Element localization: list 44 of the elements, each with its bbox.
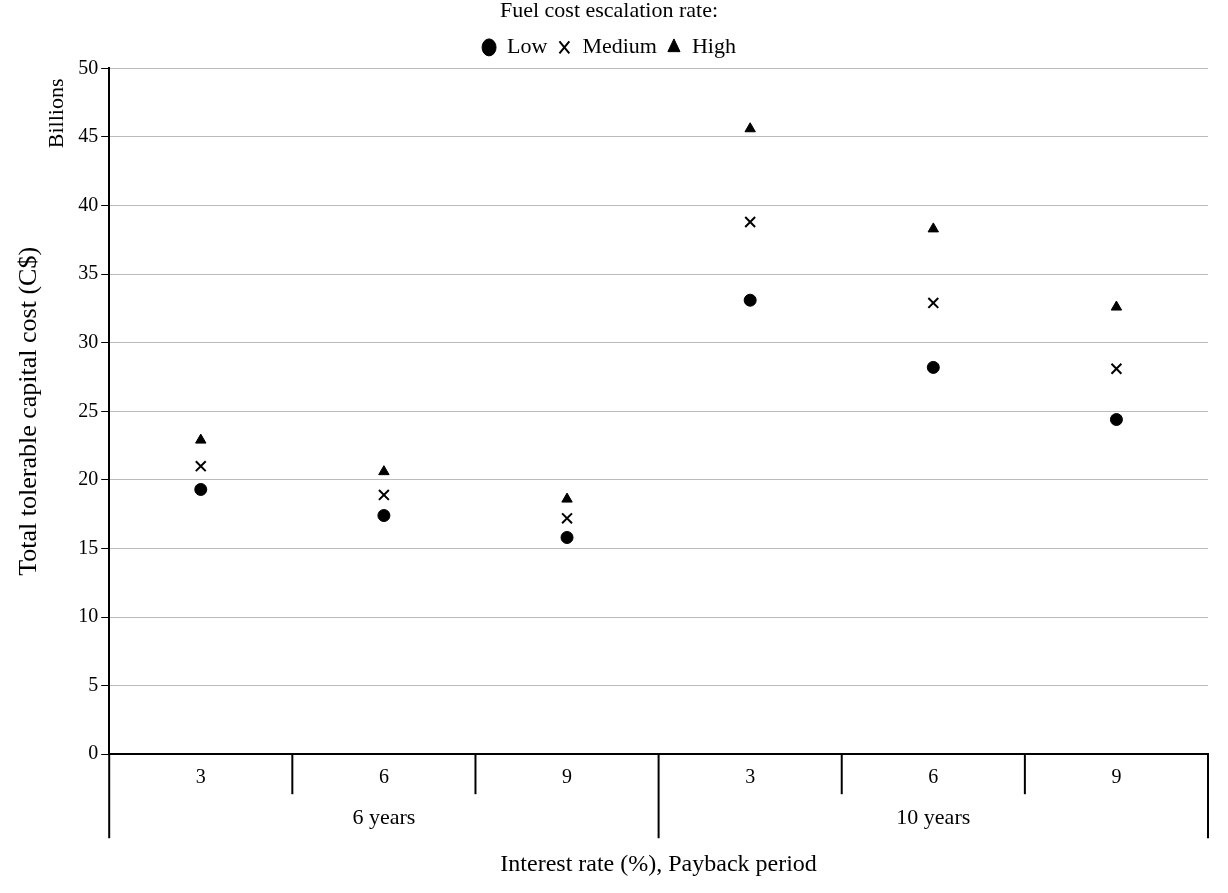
text: Billions: [42, 78, 68, 149]
legend-label: High: [691, 33, 736, 59]
point: [561, 512, 573, 525]
x-axis-title: Interest rate (%), Payback period: [500, 849, 817, 876]
y-tick-label: 15: [78, 535, 99, 558]
y-tick-label: 50: [78, 55, 99, 78]
legend-title: Fuel cost escalation rate:: [499, 0, 719, 22]
text: 10 years: [896, 803, 971, 829]
text: 6 years: [352, 803, 416, 829]
x-tick-label: 3: [195, 765, 206, 788]
point: [560, 530, 574, 544]
x-tick-label: 6: [928, 765, 939, 788]
y-axis-title: Total tolerable capital cost (C$): [13, 246, 43, 576]
point: [377, 509, 391, 523]
point: [194, 482, 208, 496]
y-tick-label: 35: [78, 261, 99, 284]
point: [926, 360, 940, 374]
y-tick-label: 25: [78, 398, 99, 421]
x-tick-label: 9: [562, 765, 573, 788]
y-tick-label: 20: [78, 467, 99, 490]
y-tick-label: 40: [78, 192, 99, 215]
y-tick-label: 30: [78, 329, 99, 352]
point: [927, 296, 940, 309]
x-tick-label: 9: [1111, 765, 1122, 788]
point: [1110, 300, 1123, 311]
y-tick-label: 45: [78, 124, 99, 147]
x-tick-label: 3: [745, 765, 756, 788]
point: [561, 492, 573, 503]
point: [1109, 413, 1123, 427]
point: [744, 216, 757, 228]
point: [743, 293, 757, 307]
point: [195, 433, 207, 444]
point: [1110, 362, 1123, 375]
y-tick-label: 0: [88, 741, 99, 764]
legend-label: Medium: [582, 33, 657, 59]
legend-label: Low: [507, 33, 548, 59]
point: [377, 489, 390, 501]
point: [378, 465, 390, 476]
point: [744, 122, 756, 133]
y-tick-label: 10: [78, 604, 99, 627]
x-tick-label: 6: [378, 765, 389, 788]
point: [927, 222, 939, 233]
y-tick-label: 5: [88, 672, 99, 695]
point: [194, 460, 207, 473]
